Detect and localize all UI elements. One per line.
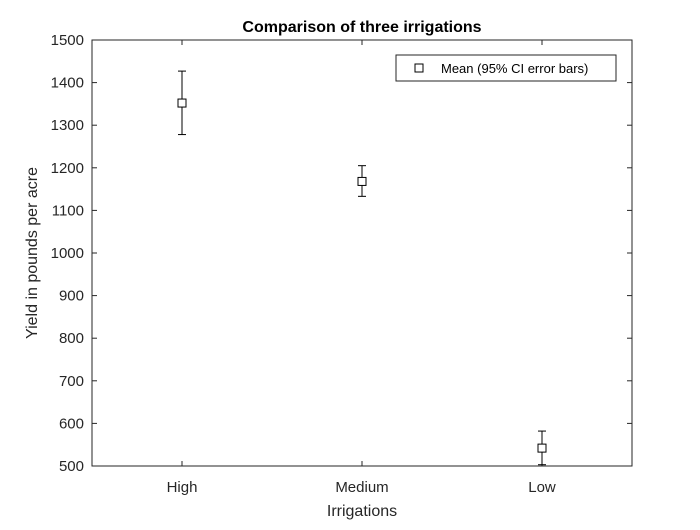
y-tick-label: 700 <box>59 373 84 390</box>
legend-box <box>395 54 617 82</box>
y-tick-label: 1000 <box>51 245 84 262</box>
data-point-mean <box>177 98 187 108</box>
y-tick-label: 1200 <box>51 160 84 177</box>
data-point-mean <box>537 443 547 453</box>
x-tick-label: Low <box>528 479 556 496</box>
x-axis-label: Irrigations <box>327 503 397 520</box>
x-tick-label: High <box>167 479 198 496</box>
y-tick-label: 1500 <box>51 32 84 49</box>
legend: Mean (95% CI error bars) <box>395 54 617 82</box>
y-tick-label: 800 <box>59 330 84 347</box>
chart-title: Comparison of three irrigations <box>242 19 481 36</box>
data-series <box>177 70 547 466</box>
x-axis-ticks: High Medium Low <box>167 40 556 496</box>
y-tick-label: 1400 <box>51 75 84 92</box>
legend-entry-label: Mean (95% CI error bars) <box>441 61 588 76</box>
legend-marker-square <box>414 63 424 73</box>
y-tick-label: 500 <box>59 458 84 475</box>
plot-area-frame <box>91 39 633 467</box>
y-axis-label: Yield in pounds per acre <box>24 167 41 339</box>
y-tick-label: 1100 <box>52 202 84 219</box>
data-point-mean <box>357 176 367 186</box>
y-tick-label: 1300 <box>51 117 84 134</box>
y-tick-label: 900 <box>59 288 84 305</box>
y-axis-ticks: 500 600 700 800 900 1000 1100 1200 1300 1400 1500 <box>51 32 632 475</box>
x-tick-label: Medium <box>335 479 388 496</box>
y-tick-label: 600 <box>59 415 84 432</box>
